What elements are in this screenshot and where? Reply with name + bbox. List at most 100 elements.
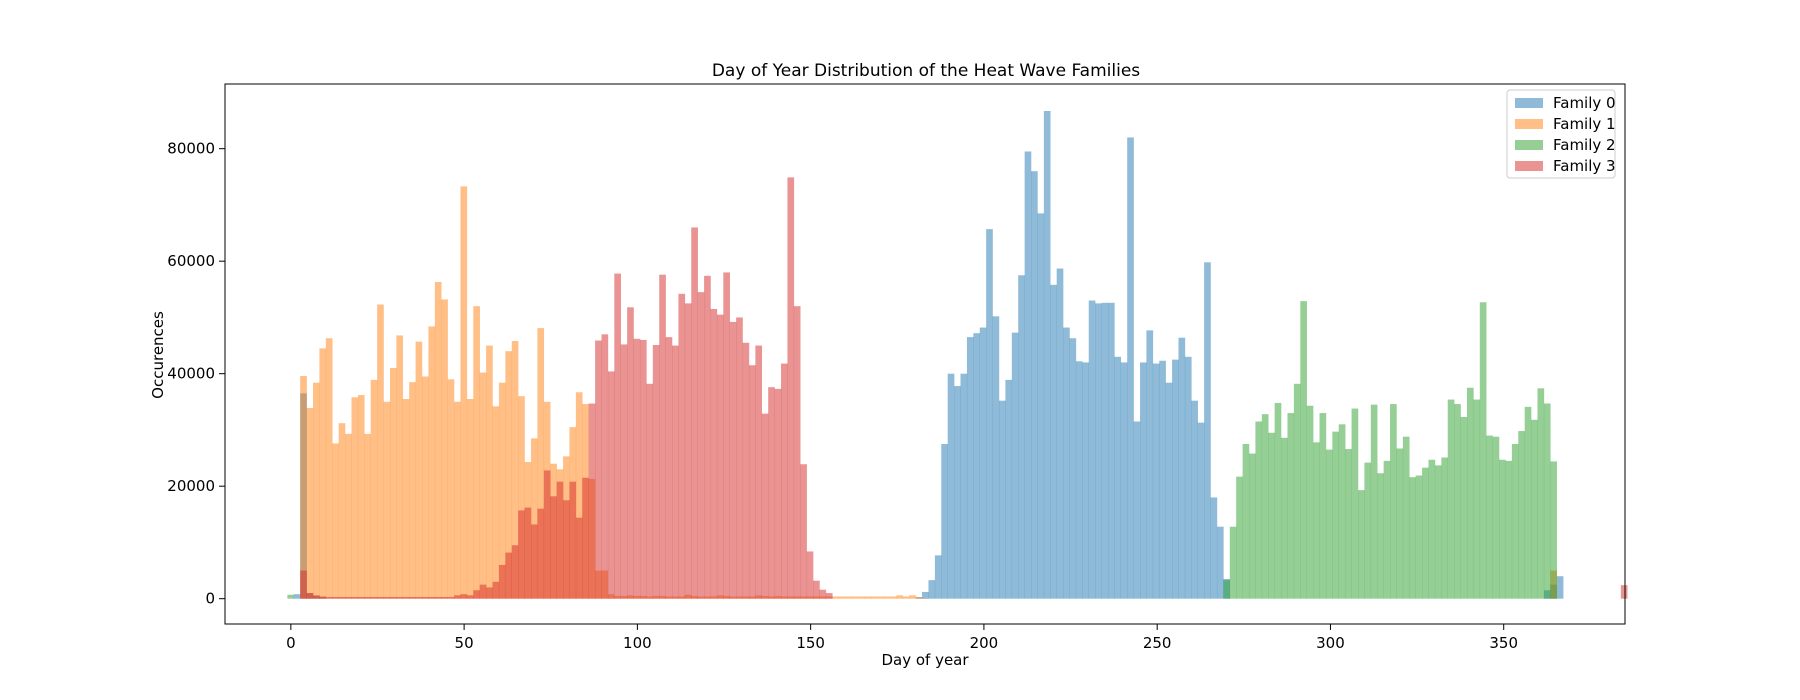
histogram-bar [530, 438, 538, 599]
histogram-bar [1409, 477, 1416, 599]
legend-label: Family 0 [1553, 94, 1616, 112]
histogram-bar [1319, 413, 1327, 599]
histogram-bar [518, 510, 525, 599]
histogram-bar [1120, 362, 1128, 599]
histogram-bar [492, 406, 500, 599]
y-axis-label: Occurences [149, 311, 167, 399]
histogram-bar [454, 401, 461, 599]
histogram-bar [396, 335, 404, 599]
legend-swatch [1515, 98, 1543, 108]
histogram-bar [1396, 448, 1404, 599]
histogram-bar [1511, 444, 1519, 599]
histogram-bar [1127, 137, 1134, 599]
histogram-bar [415, 341, 423, 599]
histogram-bar [729, 321, 737, 599]
histogram-bar [697, 292, 705, 599]
histogram-bar [793, 306, 801, 599]
histogram-bar [1370, 404, 1378, 599]
histogram-bar [345, 597, 352, 599]
histogram-bar [806, 551, 814, 599]
histogram-bar [492, 581, 500, 599]
histogram-bar [1165, 382, 1173, 599]
histogram-bar [1415, 475, 1423, 599]
histogram-bar [357, 395, 365, 599]
histogram-bar [543, 470, 551, 599]
histogram-bar [1031, 171, 1038, 599]
histogram-bar [1454, 404, 1461, 599]
histogram-bar [800, 464, 807, 599]
histogram-bar [530, 524, 538, 599]
histogram-bar [633, 338, 641, 599]
histogram-bar [761, 413, 769, 599]
legend-entries: Family 0 Family 1 Family 2 Family 3 [1515, 94, 1616, 175]
histogram-bar [1293, 383, 1301, 599]
histogram-bar [1287, 413, 1295, 599]
histogram-bar [447, 379, 455, 599]
histogram-bar [370, 597, 378, 599]
histogram-bar [332, 443, 339, 599]
histogram-bar [966, 337, 974, 599]
histogram-bar [1620, 585, 1628, 599]
histogram-bar [890, 596, 897, 599]
histogram-bar [934, 555, 942, 599]
histogram-bar [479, 584, 487, 599]
histogram-bar [704, 275, 711, 599]
histogram-bar [1024, 151, 1032, 599]
histogram-bar [1255, 421, 1263, 599]
histogram-bar [434, 597, 442, 599]
legend-label: Family 2 [1553, 136, 1616, 154]
histogram-bar [377, 304, 384, 599]
histogram-bar [947, 373, 955, 599]
histogram-bar [639, 339, 647, 599]
histogram-bar [710, 309, 718, 599]
x-tick-label: 0 [286, 634, 296, 652]
histogram-bar [377, 597, 384, 599]
histogram-bar [742, 342, 750, 599]
histogram-bar [601, 334, 609, 599]
histogram-bar [877, 596, 884, 599]
histogram-bar [672, 345, 679, 599]
legend-label: Family 3 [1553, 157, 1616, 175]
histogram-bar [1281, 437, 1288, 599]
histogram-bar [1210, 497, 1218, 599]
histogram-bar [569, 481, 577, 599]
histogram-bar [1018, 275, 1025, 599]
histogram-bar [1473, 399, 1481, 599]
histogram-bar [1345, 449, 1352, 599]
histogram-bar [293, 594, 301, 599]
histogram-bar [550, 496, 557, 599]
histogram-bar [383, 597, 391, 599]
histogram-bar [479, 372, 487, 599]
histogram-bar [498, 564, 506, 599]
histogram-bar [1229, 526, 1237, 599]
histogram-bar [1441, 457, 1448, 599]
histogram-bar [1332, 431, 1340, 599]
histogram-bar [1261, 414, 1269, 599]
histogram-bar [922, 591, 929, 599]
histogram-bar [1063, 327, 1070, 599]
x-axis-ticks: 0 50 100 150 200 250 300 350 [286, 624, 1518, 652]
histogram-bar [409, 382, 416, 599]
histogram-bar [825, 593, 833, 599]
histogram-bar [300, 570, 307, 599]
histogram-bar [1197, 422, 1205, 599]
series-0-bars [293, 111, 1564, 599]
histogram-bar [383, 401, 391, 599]
histogram-bar [1204, 262, 1211, 599]
histogram-bar [1390, 404, 1397, 599]
histogram-bar [614, 273, 621, 599]
histogram-bar [716, 314, 724, 599]
histogram-bar [941, 444, 948, 599]
histogram-bar [748, 365, 756, 599]
y-axis-ticks: 0 20000 40000 60000 80000 [167, 140, 225, 608]
histogram-bar [1133, 421, 1141, 599]
histogram-bar [620, 344, 628, 599]
histogram-bar [1383, 460, 1391, 599]
histogram-bar [1075, 361, 1083, 599]
histogram-bar [646, 383, 654, 599]
histogram-bar [1005, 379, 1013, 599]
histogram-bar [1300, 301, 1307, 599]
histogram-bar [422, 597, 429, 599]
histogram-bar [1011, 332, 1019, 599]
histogram-bar [389, 597, 397, 599]
